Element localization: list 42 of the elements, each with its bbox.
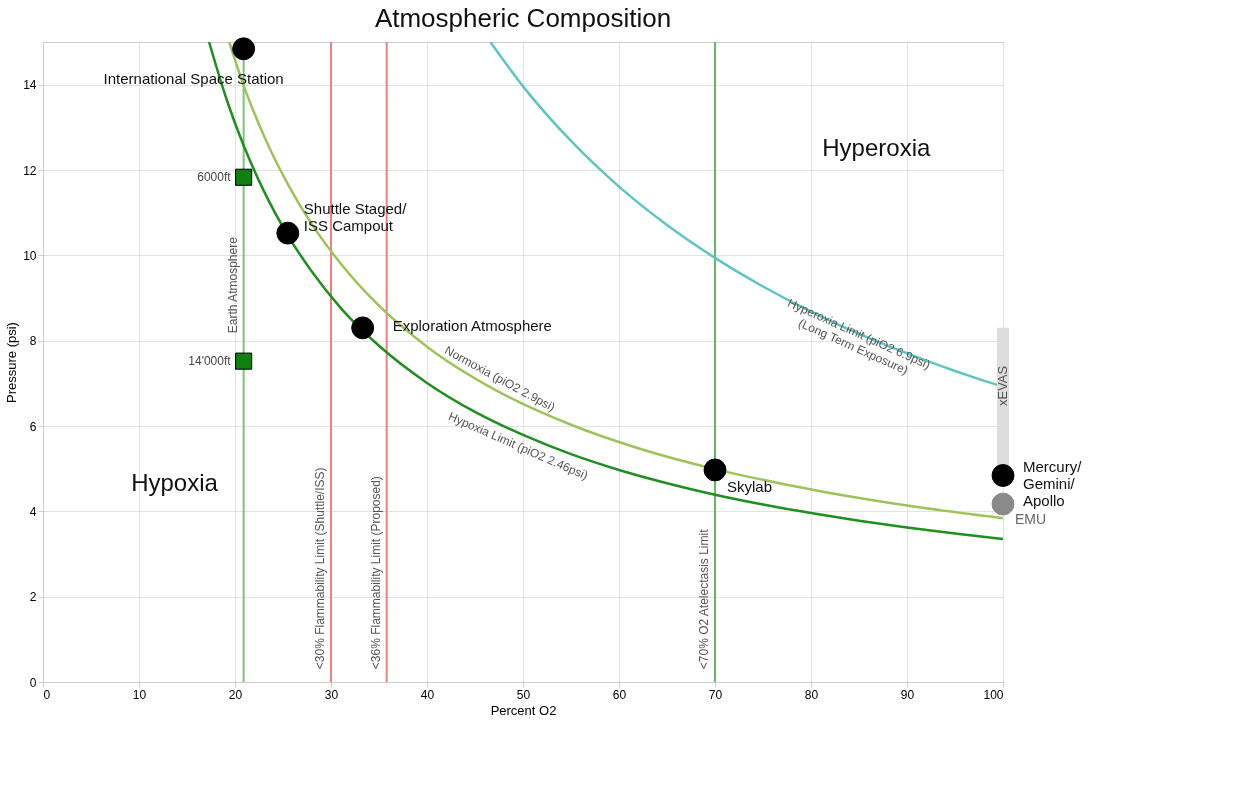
- ref-line-label: <36% Flammability Limit (Proposed): [368, 476, 383, 670]
- annotation: Mercury/ Gemini/ Apollo: [1023, 458, 1083, 510]
- x-tick-label: 60: [612, 687, 627, 702]
- text: xEVAS: [995, 365, 1010, 406]
- x-tick-label: 20: [228, 687, 243, 702]
- point: [991, 464, 1015, 487]
- y-tick-label: 6: [29, 419, 37, 434]
- annotation: 14'000ft: [188, 354, 232, 369]
- y-tick-label: 2: [29, 590, 37, 605]
- annotation: Hypoxia: [131, 468, 219, 496]
- annotation: EMU: [1015, 511, 1047, 528]
- x-tick-label: 90: [900, 687, 915, 702]
- ref-line-label: <70% O2 Atelectasis Limit: [697, 528, 711, 670]
- ref-line-label: <30% Flammability Limit (Shuttle/ISS): [313, 467, 327, 670]
- point: [991, 492, 1015, 516]
- x-tick-label: 100: [983, 687, 1004, 702]
- x-tick-label: 80: [804, 687, 819, 702]
- y-axis-title: Pressure (psi): [4, 322, 20, 403]
- x-tick-label: 0: [43, 687, 51, 702]
- annotation: Skylab: [727, 477, 773, 495]
- annotation: Hyperoxia: [822, 133, 931, 161]
- chart-title: Atmospheric Composition: [374, 2, 672, 33]
- x-tick-label: 50: [516, 687, 531, 702]
- ref-line-label: Earth Atmosphere: [225, 236, 240, 334]
- y-tick-label: 14: [23, 78, 37, 93]
- x-tick-label: 30: [324, 687, 339, 702]
- point: [235, 352, 253, 370]
- x-tick-label: 10: [132, 687, 147, 702]
- point: [276, 221, 300, 245]
- point: [235, 168, 253, 186]
- point: [703, 458, 727, 482]
- point: [351, 316, 375, 340]
- y-tick-label: 4: [29, 504, 37, 519]
- y-tick-label: 10: [23, 248, 37, 263]
- annotation: 6000ft: [197, 170, 232, 185]
- x-axis-title: Percent O2: [490, 702, 557, 718]
- x-tick-label: 40: [420, 687, 435, 702]
- y-tick-label: 8: [29, 334, 37, 349]
- y-tick-label: 12: [23, 163, 37, 178]
- y-tick-label: 0: [29, 675, 37, 690]
- x-tick-label: 70: [708, 687, 723, 702]
- point: [232, 37, 256, 61]
